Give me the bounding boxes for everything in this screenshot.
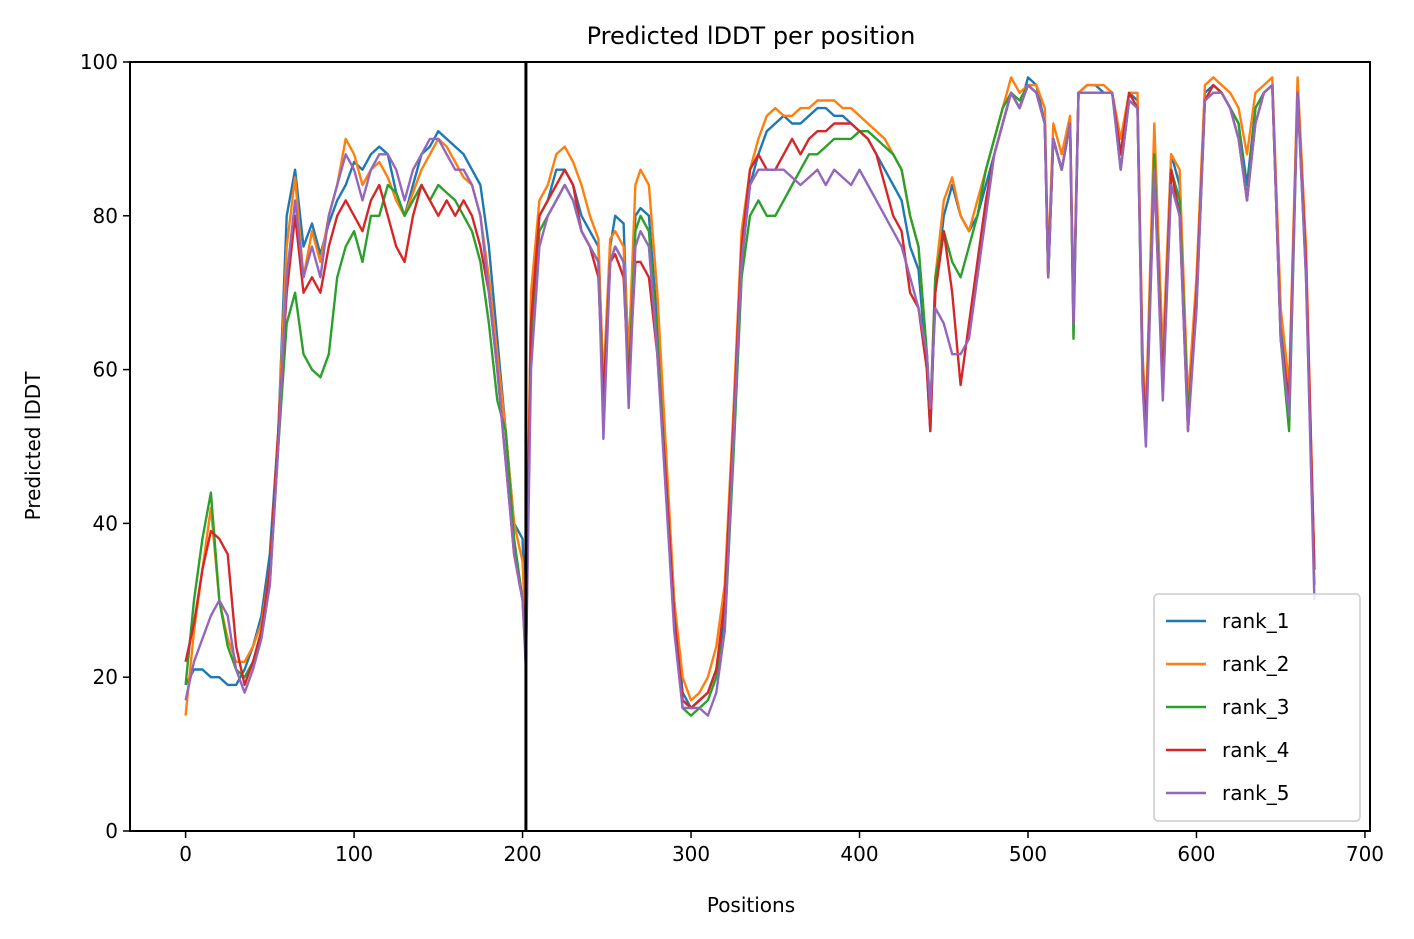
x-tick-label: 100: [335, 842, 373, 866]
x-tick-label: 600: [1177, 842, 1215, 866]
chart-title: Predicted lDDT per position: [587, 22, 916, 50]
series-layer: [184, 76, 1316, 717]
y-tick-label: 0: [105, 819, 118, 843]
series-line-rank_4: [184, 83, 1316, 710]
y-tick-label: 80: [93, 204, 118, 228]
x-axis: 0 100 200 300 400 500 600 700: [179, 831, 1384, 866]
x-tick-label: 200: [503, 842, 541, 866]
series-line-rank_5: [184, 83, 1316, 717]
x-axis-label: Positions: [707, 893, 795, 917]
legend-label: rank_1: [1222, 609, 1289, 633]
legend: rank_1 rank_2 rank_3 rank_4 rank_5: [1153, 593, 1361, 822]
legend-label: rank_3: [1222, 695, 1289, 719]
y-tick-label: 60: [93, 358, 118, 382]
x-tick-label: 400: [840, 842, 878, 866]
legend-label: rank_2: [1222, 652, 1289, 676]
y-axis: 0 20 40 60 80 100: [80, 50, 130, 843]
y-tick-label: 100: [80, 50, 118, 74]
legend-box: [1153, 593, 1361, 822]
x-tick-label: 700: [1346, 842, 1384, 866]
x-tick-label: 500: [1009, 842, 1047, 866]
y-axis-label: Predicted lDDT: [21, 371, 45, 521]
x-tick-label: 0: [179, 842, 192, 866]
x-tick-label: 300: [672, 842, 710, 866]
plot-frame: [129, 61, 1371, 832]
y-tick-label: 20: [93, 665, 118, 689]
legend-label: rank_4: [1222, 738, 1289, 762]
y-tick-label: 40: [93, 511, 118, 535]
legend-label: rank_5: [1222, 781, 1289, 805]
